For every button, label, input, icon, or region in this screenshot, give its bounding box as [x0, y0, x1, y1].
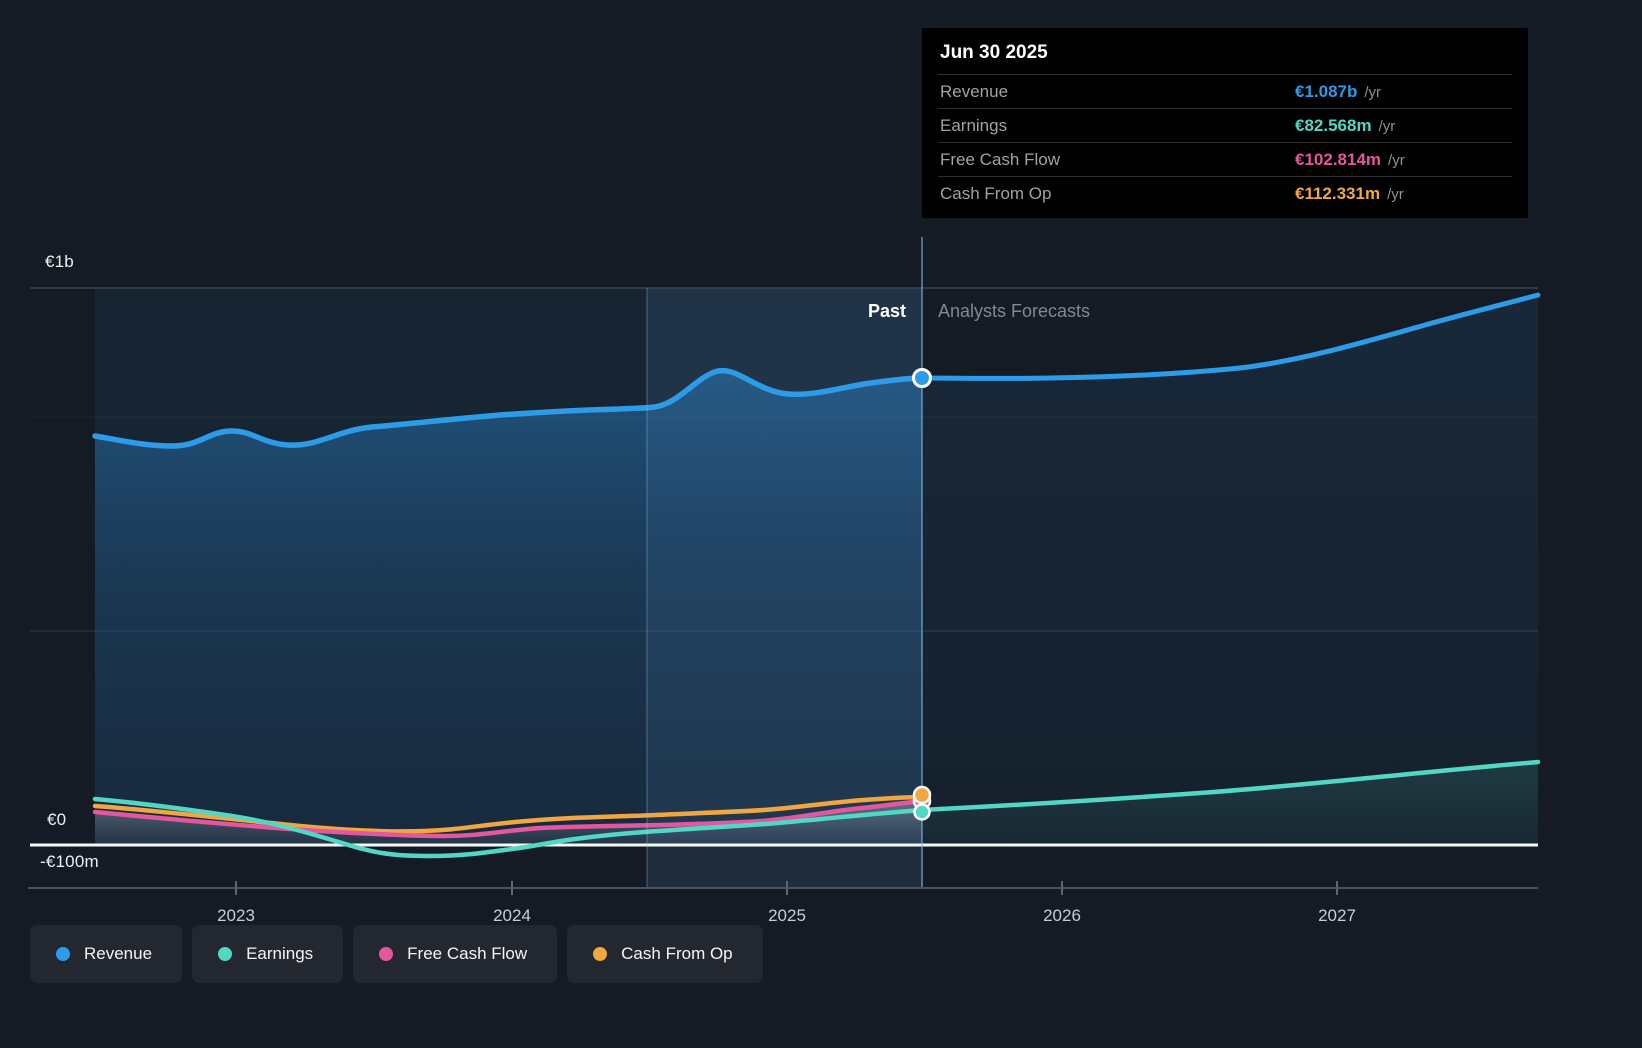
- tooltip-unit: /yr: [1364, 84, 1382, 101]
- legend-label: Cash From Op: [621, 944, 733, 963]
- tooltip-value: €82.568m: [1295, 115, 1372, 135]
- revenue-past-line[interactable]: [92, 367, 925, 449]
- revenue-past-area: [95, 370, 922, 845]
- legend-item-cash-from-op[interactable]: Cash From Op: [567, 925, 763, 983]
- earnings-forecast-area: [922, 762, 1538, 845]
- tooltip-row-cash-from-op: Cash From Op €112.331m /yr: [938, 176, 1512, 210]
- legend-item-free-cash-flow[interactable]: Free Cash Flow: [353, 925, 558, 983]
- free-cash-flow-dot-icon: [379, 947, 394, 961]
- cash-from-op-marker[interactable]: [912, 785, 932, 805]
- tooltip-unit: /yr: [1378, 118, 1396, 135]
- fcf-gray-area: [95, 801, 922, 845]
- cash-from-op-dot-icon: [593, 947, 608, 961]
- tooltip-label: Free Cash Flow: [940, 149, 1060, 169]
- cash-from-op-line[interactable]: [92, 794, 925, 834]
- analysts-forecasts-label: Analysts Forecasts: [938, 301, 1091, 321]
- legend-item-earnings[interactable]: Earnings: [192, 925, 344, 983]
- earnings-marker[interactable]: [913, 803, 931, 821]
- tooltip-row-earnings: Earnings €82.568m /yr: [938, 108, 1512, 142]
- y-label-neg100m: -€100m: [40, 852, 99, 871]
- tooltip-value: €102.814m: [1295, 149, 1382, 169]
- tooltip-row-revenue: Revenue €1.087b /yr: [938, 74, 1512, 108]
- revenue-forecast-area: [922, 295, 1538, 845]
- tooltip-label: Revenue: [940, 81, 1009, 101]
- tooltip-row-free-cash-flow: Free Cash Flow €102.814m /yr: [938, 142, 1512, 176]
- revenue-forecast-line[interactable]: [919, 292, 1541, 381]
- legend-label: Earnings: [246, 944, 314, 963]
- legend-label: Revenue: [84, 944, 153, 963]
- tooltip-label: Earnings: [940, 115, 1008, 135]
- x-label-2025: 2025: [768, 906, 806, 925]
- tooltip-value: €1.087b: [1295, 81, 1358, 101]
- past-label: Past: [867, 301, 906, 321]
- tooltip: Jun 30 2025 Revenue €1.087b /yr Earnings…: [922, 28, 1528, 218]
- earnings-past-line[interactable]: [92, 796, 925, 859]
- tooltip-unit: /yr: [1388, 152, 1405, 169]
- x-label-2024: 2024: [493, 906, 531, 925]
- tooltip-value: €112.331m: [1295, 183, 1381, 203]
- earnings-dot-icon: [218, 947, 233, 961]
- x-label-2027: 2027: [1318, 906, 1356, 925]
- y-label-1b: €1b: [45, 252, 74, 271]
- legend-label: Free Cash Flow: [407, 944, 528, 963]
- tooltip-unit: /yr: [1387, 186, 1404, 203]
- tooltip-date: Jun 30 2025: [940, 42, 1048, 63]
- y-label-0: €0: [47, 810, 67, 829]
- x-label-2026: 2026: [1043, 906, 1081, 925]
- legend: Revenue Earnings Free Cash Flow Cash Fro…: [30, 925, 763, 983]
- legend-item-revenue[interactable]: Revenue: [30, 925, 183, 983]
- x-label-2023: 2023: [217, 906, 255, 925]
- earnings-forecast-line[interactable]: [919, 759, 1541, 813]
- revenue-marker[interactable]: [912, 368, 932, 388]
- tooltip-label: Cash From Op: [940, 183, 1052, 203]
- revenue-dot-icon: [56, 947, 70, 961]
